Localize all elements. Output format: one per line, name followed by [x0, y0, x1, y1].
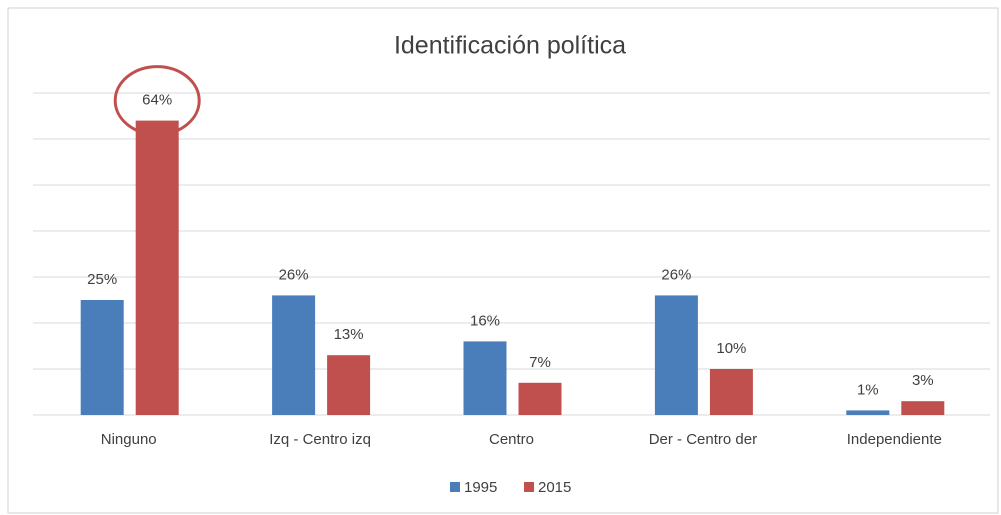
x-tick-label: Centro	[489, 431, 534, 448]
data-label: 16%	[470, 312, 500, 329]
x-tick-label: Independiente	[847, 431, 942, 448]
bar	[846, 410, 890, 415]
x-tick-label: Der - Centro der	[649, 431, 757, 448]
data-label: 3%	[912, 372, 934, 389]
bar	[901, 401, 945, 415]
bar	[135, 120, 179, 415]
data-label: 25%	[87, 271, 117, 288]
data-label: 10%	[716, 340, 746, 357]
highlight-circle	[113, 65, 201, 137]
bar	[518, 382, 562, 415]
legend-label: 2015	[538, 479, 571, 496]
data-label: 1%	[857, 381, 879, 398]
legend-label: 1995	[464, 479, 497, 496]
x-tick-label: Ninguno	[101, 431, 157, 448]
chart-title: Identificación política	[394, 32, 626, 60]
data-label: 26%	[279, 266, 309, 283]
legend-swatch	[524, 482, 534, 492]
data-label: 7%	[529, 354, 551, 371]
bar	[463, 341, 507, 415]
data-label: 64%	[142, 92, 172, 109]
data-label: 26%	[661, 266, 691, 283]
bar	[654, 295, 698, 415]
bar	[80, 300, 124, 415]
data-label: 13%	[334, 326, 364, 343]
x-tick-label: Izq - Centro izq	[269, 431, 371, 448]
bar	[327, 355, 371, 415]
bar	[709, 369, 753, 415]
bar	[272, 295, 316, 415]
legend-swatch	[450, 482, 460, 492]
